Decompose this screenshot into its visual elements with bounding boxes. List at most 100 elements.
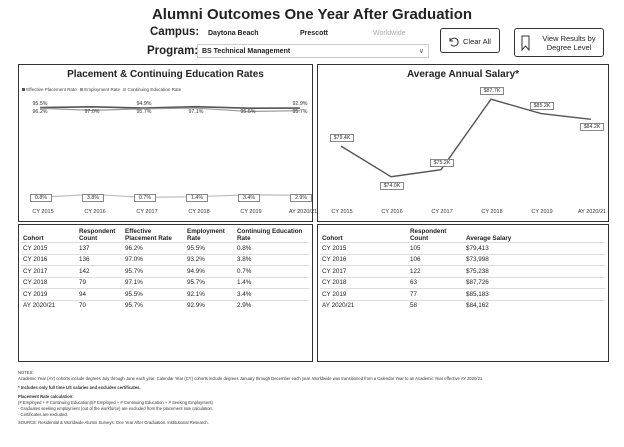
- calc-line-3: - Certificates are excluded.: [18, 412, 68, 417]
- col-employment-rate: Employment Rate: [187, 228, 225, 242]
- clear-all-button[interactable]: Clear All: [440, 28, 500, 53]
- x-tick-label: CY 2015: [331, 209, 353, 215]
- table-cell: CY 2016: [320, 253, 408, 266]
- data-label: 95.5%: [32, 101, 48, 107]
- data-label: $75.2K: [430, 158, 454, 167]
- table-cell: $79,413: [464, 242, 605, 254]
- table-cell: 70: [77, 299, 123, 311]
- table-cell: 122: [408, 265, 464, 277]
- table-cell: 0.7%: [235, 265, 309, 277]
- program-label: Program:: [147, 45, 199, 57]
- table-row: CY 2015 137 96.2% 95.5% 0.8%: [21, 242, 309, 254]
- table-cell: 106: [408, 253, 464, 266]
- data-label: $79.4K: [330, 134, 354, 143]
- table-cell: 94.9%: [185, 265, 235, 277]
- chevron-down-icon: ∨: [418, 48, 424, 55]
- data-label: 1.4%: [186, 194, 208, 202]
- legend-marker-effective: [22, 88, 25, 91]
- table-cell: 95.5%: [123, 288, 185, 300]
- salary-chart: [340, 98, 592, 178]
- table-cell: 94: [77, 288, 123, 300]
- placement-table: Cohort Respondent Count Effective Placem…: [21, 228, 309, 311]
- table-row: AY 2020/21 58 $84,162: [320, 299, 605, 311]
- table-cell: 105: [408, 242, 464, 254]
- table-row: CY 2016 136 97.0% 93.2% 3.8%: [21, 253, 309, 266]
- table-cell: CY 2018: [320, 276, 408, 289]
- salary-chart-title: Average Annual Salary*: [406, 69, 520, 80]
- notes-section: NOTES: Academic Year (AY) cohorts includ…: [18, 370, 613, 426]
- x-tick-label: CY 2019: [240, 209, 262, 215]
- salary-chart-panel: [317, 64, 609, 222]
- table-cell: 95.7%: [185, 276, 235, 289]
- legend-marker-employment: [79, 88, 83, 91]
- program-dropdown[interactable]: BS Technical Management ∨: [197, 44, 429, 58]
- table-cell: 92.1%: [185, 288, 235, 300]
- table-cell: $84,162: [464, 299, 605, 311]
- data-label: 97.1%: [188, 109, 204, 115]
- program-selected-value: BS Technical Management: [202, 48, 291, 55]
- table-cell: CY 2019: [21, 288, 77, 300]
- data-label: 96.2%: [32, 109, 48, 115]
- data-label: 95.7%: [136, 109, 152, 115]
- data-label: $87.7K: [480, 87, 504, 96]
- table-cell: AY 2020/21: [21, 299, 77, 311]
- employment-rate-line: [39, 107, 301, 113]
- table-row: CY 2018 63 $87,726: [320, 276, 605, 289]
- clear-all-label: Clear All: [463, 37, 491, 46]
- view-by-degree-button[interactable]: View Results by Degree Level: [514, 28, 604, 57]
- table-cell: $73,998: [464, 253, 605, 266]
- salary-table: Cohort Respondent Count Average Salary C…: [320, 228, 605, 311]
- table-cell: $87,726: [464, 276, 605, 289]
- page-title: Alumni Outcomes One Year After Graduatio…: [151, 6, 473, 23]
- campus-option-worldwide[interactable]: Worldwide: [373, 30, 406, 37]
- undo-icon: [449, 37, 459, 47]
- col-continuing-rate: Continuing Education Rate: [237, 228, 303, 242]
- salary-line: [340, 98, 592, 178]
- campus-option-prescott[interactable]: Prescott: [300, 30, 329, 37]
- col-effective-rate: Effective Placement Rate: [125, 228, 172, 242]
- table-row: AY 2020/21 70 95.7% 92.9% 2.9%: [21, 299, 309, 311]
- data-label: 3.4%: [238, 194, 260, 202]
- table-cell: 136: [77, 253, 123, 266]
- notes-heading: NOTES:: [18, 370, 34, 375]
- placement-chart: [39, 105, 301, 198]
- data-label: $85.2K: [530, 101, 554, 110]
- data-label: 2.9%: [290, 194, 312, 202]
- legend-label-employment: Employment Rate: [84, 87, 121, 92]
- col-average-salary: Average Salary: [466, 235, 512, 242]
- table-cell: CY 2015: [21, 242, 77, 254]
- table-cell: 97.1%: [123, 276, 185, 289]
- x-tick-label: CY 2019: [531, 209, 553, 215]
- col-cohort: Cohort: [23, 235, 44, 242]
- table-cell: CY 2016: [21, 253, 77, 266]
- table-cell: 58: [408, 299, 464, 311]
- data-label: 97.0%: [84, 109, 100, 115]
- x-tick-label: CY 2015: [32, 209, 54, 215]
- table-row: CY 2017 142 95.7% 94.9% 0.7%: [21, 265, 309, 277]
- table-cell: 92.9%: [185, 299, 235, 311]
- table-cell: 79: [77, 276, 123, 289]
- x-tick-label: CY 2016: [381, 209, 403, 215]
- table-row: CY 2019 94 95.5% 92.1% 3.4%: [21, 288, 309, 300]
- campus-option-daytona[interactable]: Daytona Beach: [208, 30, 259, 37]
- x-tick-label: AY 2020/21: [577, 209, 607, 215]
- placement-table-panel: [18, 224, 313, 362]
- legend-marker-continuing: [123, 88, 127, 91]
- x-tick-label: AY 2020/21: [288, 209, 318, 215]
- data-label: 0.7%: [134, 194, 156, 202]
- table-cell: 77: [408, 288, 464, 300]
- table-cell: $85,183: [464, 288, 605, 300]
- calc-heading: Placement Rate calculation:: [18, 394, 74, 399]
- x-tick-label: CY 2017: [431, 209, 453, 215]
- table-cell: 93.2%: [185, 253, 235, 266]
- table-cell: CY 2015: [320, 242, 408, 254]
- table-row: CY 2017 122 $75,238: [320, 265, 605, 277]
- table-cell: CY 2017: [21, 265, 77, 277]
- table-cell: 95.7%: [123, 265, 185, 277]
- table-cell: 142: [77, 265, 123, 277]
- campus-label: Campus:: [150, 26, 200, 38]
- data-label: 94.9%: [136, 101, 152, 107]
- table-cell: 0.8%: [235, 242, 309, 254]
- notes-line-1: Academic Year (AY) cohorts include degre…: [18, 376, 484, 381]
- table-cell: $75,238: [464, 265, 605, 277]
